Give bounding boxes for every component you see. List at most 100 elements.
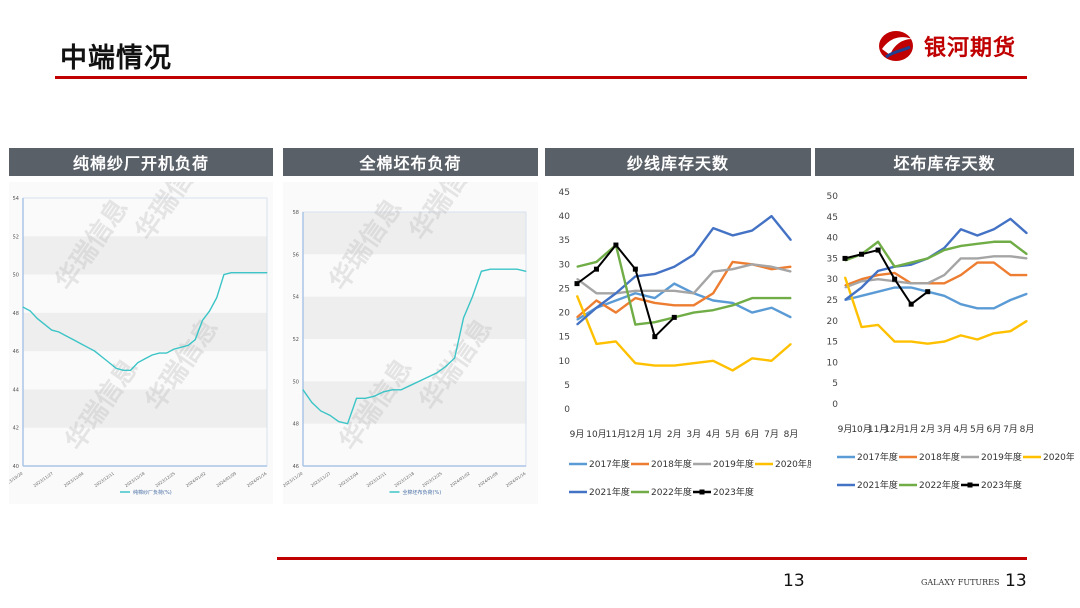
data-point bbox=[751, 357, 753, 359]
data-point bbox=[654, 290, 656, 292]
y-tick-label: 45 bbox=[827, 213, 838, 223]
data-point bbox=[654, 297, 656, 299]
data-point bbox=[790, 297, 792, 299]
data-point bbox=[615, 311, 617, 314]
data-point bbox=[209, 310, 211, 312]
legend-label: 2018年度 bbox=[651, 458, 692, 470]
x-tick-label: 11月 bbox=[606, 429, 626, 440]
data-point bbox=[194, 339, 196, 341]
data-point bbox=[51, 329, 53, 331]
x-tick-label: 9月 bbox=[570, 429, 585, 440]
data-point bbox=[347, 423, 349, 425]
x-tick-label: 2024/01/02 bbox=[449, 470, 471, 488]
data-point bbox=[615, 340, 617, 343]
data-point bbox=[993, 255, 995, 257]
data-point bbox=[877, 324, 879, 326]
data-point bbox=[844, 299, 846, 301]
panel-title-cloth-load: 全棉坯布负荷 bbox=[283, 148, 538, 176]
data-point bbox=[993, 332, 995, 334]
x-tick-label: 10月 bbox=[851, 424, 871, 435]
panel-title-yarn-load: 纯棉纱厂开机负荷 bbox=[9, 148, 273, 176]
x-tick-label: 12月 bbox=[625, 429, 645, 440]
x-tick-label: 9月 bbox=[838, 424, 853, 435]
data-point bbox=[877, 270, 879, 272]
x-tick-label: 2024/01/09 bbox=[477, 470, 499, 488]
data-point bbox=[693, 292, 695, 294]
series-line bbox=[844, 240, 1028, 268]
series-line bbox=[576, 243, 791, 326]
data-point bbox=[712, 299, 714, 302]
data-point bbox=[732, 369, 734, 372]
y-tick-label: 10 bbox=[827, 358, 839, 368]
data-point bbox=[693, 362, 695, 364]
x-tick-label: 8月 bbox=[784, 429, 799, 440]
data-point bbox=[654, 302, 656, 304]
series-line bbox=[843, 276, 1028, 345]
data-point bbox=[894, 272, 896, 274]
data-point bbox=[595, 299, 598, 302]
data-point bbox=[976, 307, 978, 309]
data-point bbox=[595, 261, 598, 263]
data-point bbox=[860, 280, 863, 282]
data-point bbox=[507, 268, 509, 270]
y-tick-label: 0 bbox=[832, 400, 838, 410]
x-tick-label: 11月 bbox=[868, 424, 888, 435]
data-point bbox=[244, 272, 246, 274]
data-point bbox=[574, 281, 580, 287]
legend-label: 2023年度 bbox=[713, 486, 754, 498]
series-line bbox=[844, 217, 1028, 301]
x-tick-label: 1月 bbox=[647, 429, 662, 440]
x-tick-label: 2023/12/04 bbox=[63, 470, 85, 488]
data-point bbox=[860, 295, 863, 297]
data-point bbox=[122, 369, 124, 371]
data-point bbox=[259, 272, 261, 274]
data-point bbox=[418, 380, 420, 382]
x-tick-label: 2023/12/04 bbox=[338, 470, 360, 488]
data-point bbox=[790, 343, 792, 345]
data-point bbox=[44, 323, 46, 325]
y-tick-label: 58 bbox=[293, 210, 299, 216]
data-point bbox=[770, 360, 773, 362]
x-tick-label: 2023/12/25 bbox=[154, 470, 176, 488]
y-tick-label: 46 bbox=[293, 464, 299, 470]
grid-band bbox=[23, 389, 267, 428]
data-point bbox=[993, 307, 995, 309]
x-tick-label: 2023/12/11 bbox=[93, 470, 115, 488]
series-line bbox=[576, 244, 675, 338]
data-point bbox=[712, 309, 714, 311]
data-point bbox=[732, 302, 734, 304]
series-line bbox=[575, 295, 792, 372]
y-tick-label: 40 bbox=[559, 212, 571, 222]
legend-label: 2021年度 bbox=[857, 479, 898, 491]
data-point bbox=[943, 295, 945, 297]
data-point bbox=[943, 341, 945, 343]
data-point bbox=[22, 306, 24, 308]
data-point bbox=[993, 261, 995, 264]
data-point bbox=[673, 304, 675, 306]
y-tick-label: 42 bbox=[13, 426, 19, 432]
x-tick-label: 12月 bbox=[884, 424, 904, 435]
panel-title-yarn-inventory: 纱线库存天数 bbox=[545, 148, 811, 176]
y-tick-label: 0 bbox=[564, 405, 570, 415]
data-point bbox=[1026, 257, 1028, 259]
data-point bbox=[576, 316, 578, 318]
chart-yarn-load-svg: 40 42 44 46 48 50 52 54 2023/10/20 2023/11/27 2023… bbox=[2, 143, 268, 496]
y-tick-label: 20 bbox=[827, 317, 839, 327]
y-tick-label: 44 bbox=[13, 387, 19, 393]
data-point bbox=[1009, 330, 1012, 332]
grid-band bbox=[23, 312, 267, 352]
data-point bbox=[654, 321, 656, 323]
data-point bbox=[712, 292, 714, 294]
x-tick-label: 2024/01/16 bbox=[505, 470, 527, 488]
grid-band bbox=[303, 296, 526, 339]
series-line bbox=[844, 255, 1028, 289]
data-point bbox=[860, 326, 863, 328]
data-point bbox=[454, 357, 456, 359]
chart-yarn-inventory-svg: 0 5 10 15 20 25 30 35 40 45 9月 10月 11月 12月 1月 2月 3月 4月 5月 6… bbox=[559, 188, 816, 498]
data-point bbox=[400, 389, 402, 391]
y-tick-label: 5 bbox=[832, 379, 838, 389]
data-point bbox=[634, 324, 636, 326]
data-point bbox=[732, 261, 734, 263]
y-tick-label: 52 bbox=[13, 234, 19, 240]
data-point bbox=[751, 263, 753, 265]
